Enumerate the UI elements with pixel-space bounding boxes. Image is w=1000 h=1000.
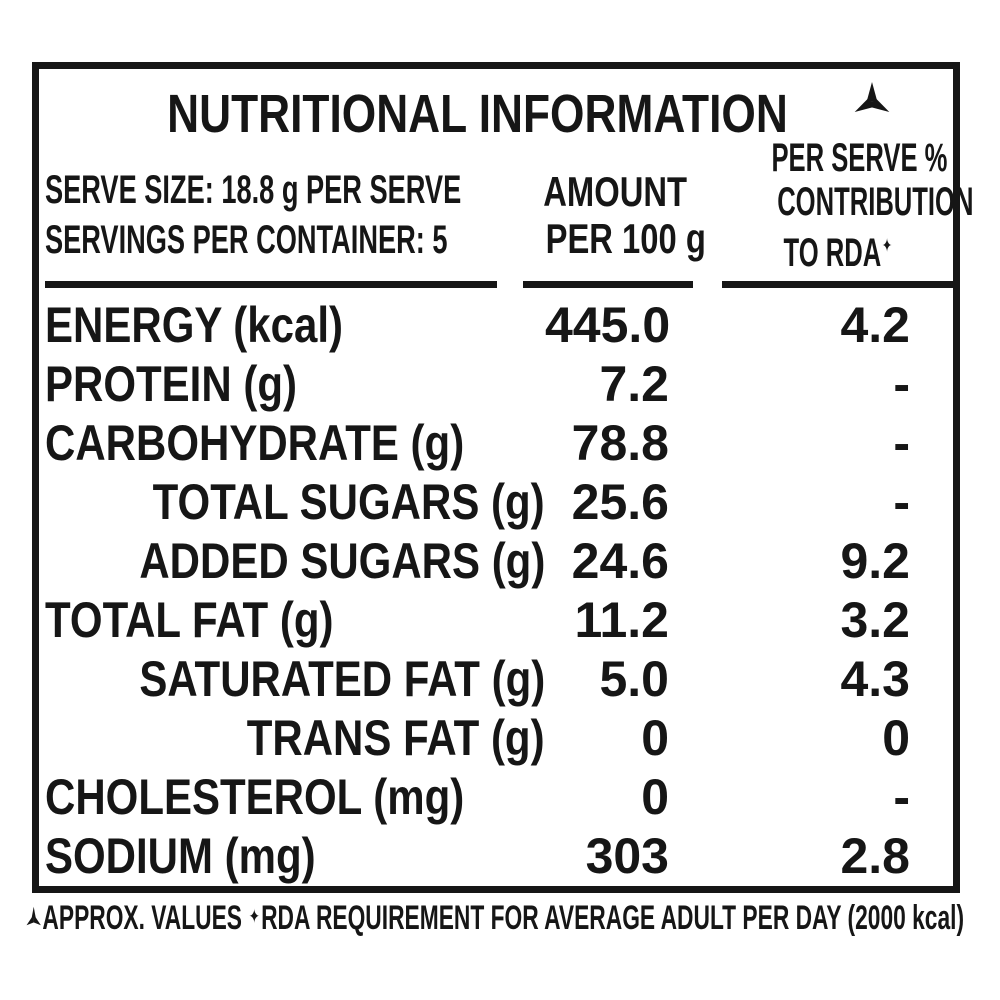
amount-header-line1: AMOUNT bbox=[543, 168, 688, 215]
nutrient-amount: 5.0 bbox=[599, 651, 669, 708]
nutrient-name: TRANS FAT (g) bbox=[247, 710, 545, 767]
label-frame: NUTRITIONAL INFORMATION SERVE SIZE: 18.8… bbox=[32, 62, 973, 893]
four-pointed-star-icon: ✦ bbox=[881, 234, 892, 257]
nutrient-name: ADDED SUGARS (g) bbox=[139, 532, 545, 589]
nutrient-rda-value: 4.3 bbox=[840, 651, 910, 708]
nutrient-amount: 445.0 bbox=[545, 296, 671, 353]
footnote: APPROX. VALUES ✦RDA REQUIREMENT FOR AVERA… bbox=[25, 897, 1000, 938]
nutrient-name: CARBOHYDRATE (g) bbox=[45, 414, 465, 471]
table-row: TOTAL FAT (g) 11.2 3.2 bbox=[39, 590, 953, 649]
approx-mark-icon bbox=[26, 906, 41, 926]
nutrient-rda-value: - bbox=[893, 414, 910, 471]
nutrient-name: ENERGY (kcal) bbox=[45, 296, 344, 353]
nutrient-rda-value: 3.2 bbox=[840, 592, 910, 649]
footnote-text: APPROX. VALUES ✦RDA REQUIREMENT FOR AVERA… bbox=[25, 897, 964, 938]
title-row: NUTRITIONAL INFORMATION bbox=[39, 82, 953, 145]
three-pointed-star-icon bbox=[855, 82, 890, 112]
nutrient-rda-value: - bbox=[893, 355, 910, 412]
footnote-approx-text: APPROX. VALUES bbox=[42, 899, 242, 937]
servings-per-container-text: SERVINGS PER CONTAINER: 5 bbox=[45, 218, 448, 262]
column-rule-rda bbox=[722, 281, 953, 288]
nutrient-name: TOTAL FAT (g) bbox=[45, 592, 334, 649]
nutrient-name: SODIUM (mg) bbox=[45, 828, 316, 885]
amount-header-line2: PER 100 g bbox=[545, 215, 706, 262]
nutrition-table: ENERGY (kcal) 445.0 4.2 PROTEIN (g) 7.2 … bbox=[39, 295, 953, 886]
nutrient-amount: 0 bbox=[641, 769, 669, 826]
table-row: ENERGY (kcal) 445.0 4.2 bbox=[39, 295, 953, 354]
nutrient-name: SATURATED FAT (g) bbox=[139, 651, 545, 708]
table-row: ADDED SUGARS (g) 24.6 9.2 bbox=[39, 531, 953, 590]
column-header-rda: PER SERVE % CONTRIBUTION TO RDA✦ bbox=[722, 136, 973, 275]
footnote-rda-text: RDA REQUIREMENT FOR AVERAGE ADULT PER DA… bbox=[261, 899, 965, 937]
table-row: PROTEIN (g) 7.2 - bbox=[39, 354, 953, 413]
serve-size-text: SERVE SIZE: 18.8 g PER SERVE bbox=[45, 168, 462, 212]
nutrient-name: TOTAL SUGARS (g) bbox=[153, 473, 545, 530]
table-row: SATURATED FAT (g) 5.0 4.3 bbox=[39, 650, 953, 709]
nutrient-amount: 303 bbox=[585, 828, 669, 885]
nutrient-amount: 7.2 bbox=[599, 355, 669, 412]
table-row: SODIUM (mg) 303 2.8 bbox=[39, 827, 953, 886]
nutrient-name: PROTEIN (g) bbox=[45, 355, 297, 412]
nutrient-amount: 24.6 bbox=[571, 532, 669, 589]
nutrient-name: CHOLESTEROL (mg) bbox=[45, 769, 465, 826]
column-rule-nutrient bbox=[45, 281, 497, 288]
rda-header-line3: TO RDA✦ bbox=[783, 231, 892, 275]
nutrient-amount: 11.2 bbox=[574, 592, 669, 649]
page-title: NUTRITIONAL INFORMATION bbox=[166, 84, 788, 144]
four-pointed-star-icon: ✦ bbox=[248, 905, 260, 928]
table-row: TOTAL SUGARS (g) 25.6 - bbox=[39, 472, 953, 531]
nutrient-rda-value: - bbox=[893, 769, 910, 826]
nutrient-amount: 25.6 bbox=[571, 473, 669, 530]
table-row: CARBOHYDRATE (g) 78.8 - bbox=[39, 413, 953, 472]
serving-info: SERVE SIZE: 18.8 g PER SERVE SERVINGS PE… bbox=[45, 165, 515, 265]
table-row: CHOLESTEROL (mg) 0 - bbox=[39, 768, 953, 827]
rda-header-line1: PER SERVE % bbox=[771, 136, 948, 180]
table-row: TRANS FAT (g) 0 0 bbox=[39, 709, 953, 768]
nutrient-rda-value: 2.8 bbox=[840, 828, 910, 885]
nutrient-amount: 78.8 bbox=[571, 414, 669, 471]
nutrient-rda-value: - bbox=[893, 473, 910, 530]
nutrient-rda-value: 4.2 bbox=[840, 296, 910, 353]
column-rule-amount bbox=[523, 281, 693, 288]
rda-header-line2: CONTRIBUTION bbox=[777, 180, 974, 224]
nutrient-rda-value: 0 bbox=[882, 710, 910, 767]
nutrient-rda-value: 9.2 bbox=[840, 532, 910, 589]
nutrient-amount: 0 bbox=[641, 710, 669, 767]
column-header-amount: AMOUNT PER 100 g bbox=[523, 168, 706, 262]
